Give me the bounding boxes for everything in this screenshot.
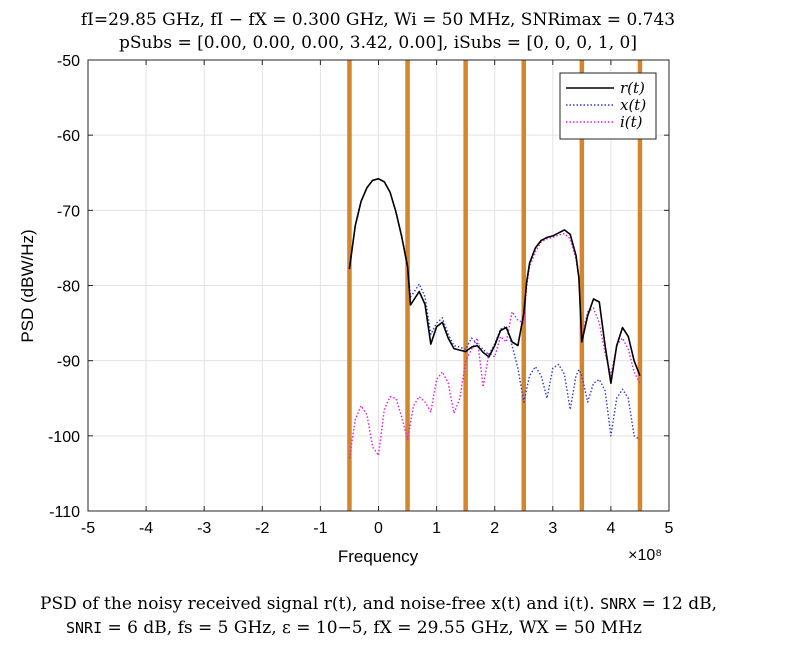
x-tick-label: 5 (665, 520, 674, 537)
y-tick-label: -100 (48, 429, 80, 446)
x-tick-label: 2 (490, 520, 499, 537)
x-tick-label: -4 (139, 520, 153, 537)
caption-snr-i-label: SNRI (66, 619, 103, 637)
legend-box (559, 72, 657, 140)
x-tick-label: 1 (432, 520, 441, 537)
x-multiplier-label: ×10⁸ (628, 547, 662, 564)
chart-title-line2: pSubs = [0.00, 0.00, 0.00, 3.42, 0.00], … (119, 33, 637, 53)
y-tick-label: -50 (57, 53, 80, 70)
y-tick-label: -90 (57, 354, 80, 371)
x-tick-label: -5 (81, 520, 95, 537)
y-tick-label: -60 (57, 128, 80, 145)
caption-line1-suffix: = 12 dB, (636, 594, 718, 614)
series-line-r (348, 178, 641, 385)
legend-label-x: x(t) (620, 96, 646, 114)
psd-figure: fI=29.85 GHz, fI − fX = 0.300 GHz, Wi = … (18, 10, 675, 566)
caption-line1-prefix: PSD of the noisy received signal r(t), a… (40, 594, 601, 614)
x-tick-label: -2 (255, 520, 269, 537)
x-tick-label: 0 (374, 520, 383, 537)
legend-label-i: i(t) (620, 113, 643, 131)
y-tick-label: -70 (57, 203, 80, 220)
y-tick-label: -110 (49, 504, 80, 521)
caption-line1: PSD of the noisy received signal r(t), a… (40, 592, 717, 616)
x-tick-label: -1 (313, 520, 327, 537)
x-tick-label: -3 (197, 520, 211, 537)
legend: r(t) x(t) i(t) (559, 72, 657, 140)
caption-snr-x-label: SNRX (600, 595, 637, 613)
y-axis-label: PSD (dBW/Hz) (18, 229, 37, 342)
caption-line2-suffix: = 6 dB, fs = 5 GHz, ε = 10−5, fX = 29.55… (102, 618, 642, 638)
x-axis-label: Frequency (338, 547, 419, 566)
legend-label-r: r(t) (620, 79, 645, 97)
series-layer (348, 178, 641, 459)
ticks: -5 -4 -3 -2 -1 0 1 2 3 4 5 -50 -60 -70 -80 -90 -100 -110 (48, 53, 674, 537)
caption-line2: SNRI = 6 dB, fs = 5 GHz, ε = 10−5, fX = … (66, 616, 642, 640)
chart-title-line1: fI=29.85 GHz, fI − fX = 0.300 GHz, Wi = … (81, 10, 675, 30)
y-tick-label: -80 (57, 279, 80, 296)
x-tick-label: 4 (606, 520, 615, 537)
x-tick-label: 3 (548, 520, 557, 537)
